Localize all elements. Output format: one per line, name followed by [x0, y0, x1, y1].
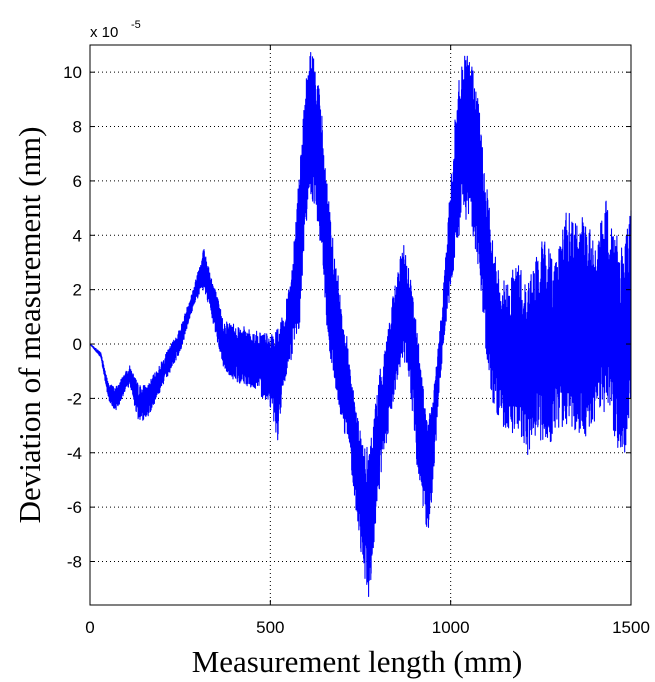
x-axis-title: Measurement length (mm): [192, 644, 523, 679]
data-series: [89, 51, 632, 598]
y-axis-title: Deviation of measurement (nm): [12, 127, 47, 524]
x-tick-label: 1000: [432, 618, 470, 637]
y-exponent-base: x 10: [90, 24, 118, 41]
y-exponent-power: -5: [131, 19, 141, 31]
x-tick-label: 0: [85, 618, 94, 637]
y-tick-label: 6: [73, 172, 82, 191]
plot-frame: [89, 44, 632, 606]
series-line: [89, 51, 632, 598]
axis-ticks: 0 500 1000 1500 -8 -6 -4 -2 0 2 4 6 8 10: [63, 45, 650, 637]
x-tick-label: 1500: [612, 618, 650, 637]
grid-lines: [90, 45, 631, 605]
y-tick-label: -8: [67, 553, 82, 572]
y-tick-label: -4: [67, 444, 82, 463]
y-tick-label: 10: [63, 63, 82, 82]
y-exponent: x 10 -5: [90, 19, 141, 41]
x-tick-label: 500: [256, 618, 284, 637]
y-tick-label: 4: [73, 226, 82, 245]
y-tick-label: 2: [73, 281, 82, 300]
y-tick-label: 8: [73, 118, 82, 137]
y-tick-label: 0: [73, 335, 82, 354]
y-tick-label: -2: [67, 389, 82, 408]
y-tick-label: -6: [67, 498, 82, 517]
